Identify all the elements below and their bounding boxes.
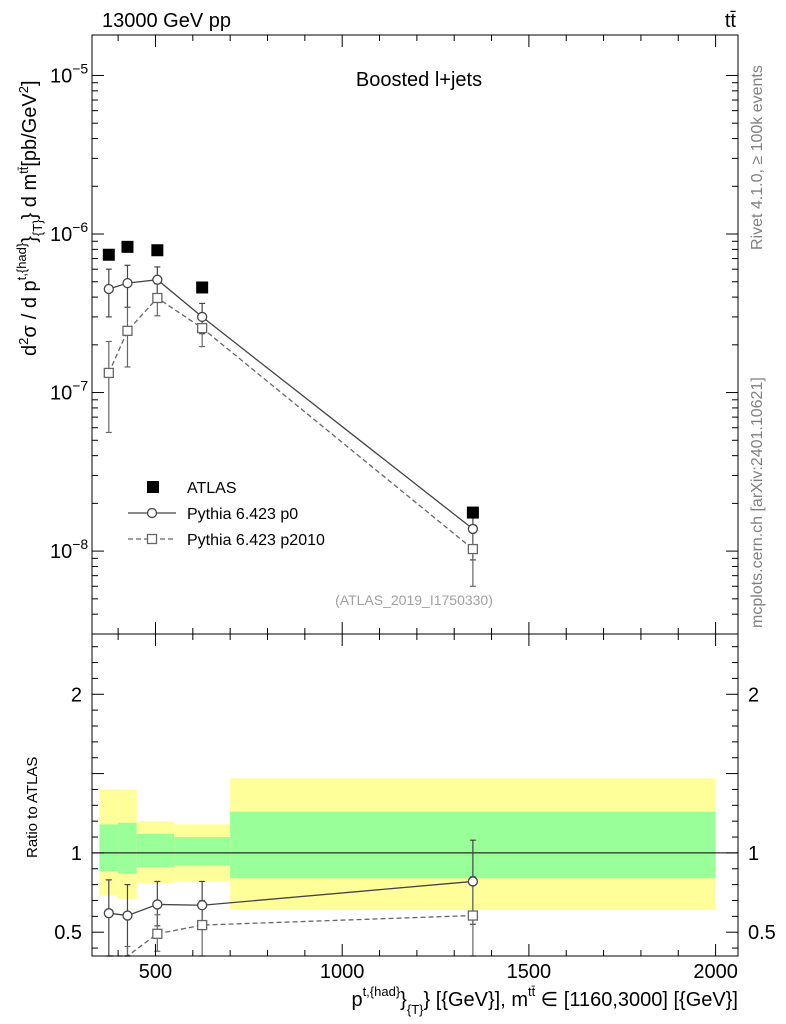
main-y-tick-label: 10−7 (50, 378, 88, 405)
legend-p0-marker (146, 507, 158, 519)
side-label-mcplots: mcplots.cern.ch [arXiv:2401.10621] (749, 377, 766, 628)
main-p0-point (152, 274, 163, 285)
ratio-axes (92, 634, 738, 956)
ratio-p2010-point (467, 910, 479, 921)
ratio-p2010-point (197, 919, 208, 931)
ratio-p0-point (467, 876, 479, 887)
main-title: Boosted l+jets (356, 69, 482, 91)
ratio-markers (103, 876, 479, 939)
main-p2010-point (197, 322, 208, 334)
x-tick-label: 2000 (693, 961, 738, 983)
main-y-tick-label: 10−5 (50, 60, 88, 87)
ratio-y-tick-label-right: 2 (748, 684, 759, 706)
main-y-tick-label: 10−8 (50, 536, 88, 563)
ratio-y-tick-label-right: 0.5 (748, 922, 776, 944)
ratio-frame (91, 633, 739, 957)
ratio-p2010-point (152, 928, 163, 939)
legend-p0-label: Pythia 6.423 p0 (187, 506, 298, 523)
side-label-rivet: Rivet 4.1.0, ≥ 100k events (749, 65, 766, 250)
main-y-axis-label: d2σ/ d pt,{had}}{T}} d mtt̄[pb/GeV2] (14, 80, 45, 356)
main-p2010-point (152, 292, 163, 304)
main-atlas-point (102, 248, 115, 261)
ratio-stat-band (118, 822, 137, 874)
main-atlas-point (121, 240, 134, 253)
main-atlas-point (151, 244, 164, 257)
ratio-stat-band (99, 824, 119, 872)
ratio-stat-band (174, 837, 231, 866)
main-p2010-point (122, 325, 133, 337)
legend-p2010-marker (146, 533, 158, 545)
ratio-y-tick-label: 0.5 (54, 922, 82, 944)
ratio-uncertainty-bands (99, 778, 716, 910)
main-p0-point (467, 523, 479, 535)
main-axes (92, 35, 738, 635)
main-y-tick-labels: 10−8 10−7 10−6 10−5 (50, 60, 88, 563)
legend-atlas-marker (147, 481, 159, 493)
main-p2010-point (467, 543, 479, 555)
main-atlas-point (466, 506, 479, 519)
x-tick-label: 1500 (507, 961, 552, 983)
x-axis-label: pt,{had}}{T}} [{GeV}], mtt̄ ∈ [1160,3000… (351, 984, 738, 1017)
main-p2010-point (103, 367, 114, 379)
ratio-tick-labels: 0.5 0.5 1 1 2 2 500 1000 1500 2000 (54, 684, 776, 983)
ratio-y-tick-label: 1 (71, 843, 82, 865)
ratio-p0-point (197, 900, 208, 911)
main-panel: 10−8 10−7 10−6 10−5 Boosted l+jets (ATLAS_2… (14, 34, 739, 635)
x-tick-label: 500 (139, 961, 172, 983)
x-tick-label: 1000 (320, 961, 365, 983)
process-label: tt̄ (725, 10, 737, 32)
ratio-line-p2010 (108, 914, 473, 957)
main-markers (102, 240, 479, 555)
main-p0-point (122, 277, 133, 289)
ratio-p0-point (122, 910, 133, 921)
energy-label: 13000 GeV pp (102, 10, 231, 32)
ratio-panel: 0.5 0.5 1 1 2 2 500 1000 1500 2000 Ratio to ATLAS… (24, 633, 776, 1017)
main-atlas-point (196, 281, 209, 294)
ratio-y-axis-label: Ratio to ATLAS (24, 757, 41, 858)
ratio-y-tick-label-right: 1 (748, 843, 759, 865)
legend: ATLAS Pythia 6.423 p0 Pythia 6.423 p2010 (128, 480, 325, 549)
ratio-stat-band (136, 833, 175, 868)
ratio-y-tick-label: 2 (71, 684, 82, 706)
main-p0-point (197, 311, 208, 323)
legend-p2010-label: Pythia 6.423 p2010 (187, 532, 325, 549)
ratio-p0-point (152, 899, 163, 910)
ratio-p0-point (103, 908, 114, 919)
legend-atlas-label: ATLAS (187, 480, 237, 497)
analysis-tag: (ATLAS_2019_I1750330) (335, 592, 493, 608)
main-line-p0 (108, 279, 474, 530)
main-p0-point (103, 283, 114, 295)
main-y-tick-label: 10−6 (50, 219, 88, 246)
